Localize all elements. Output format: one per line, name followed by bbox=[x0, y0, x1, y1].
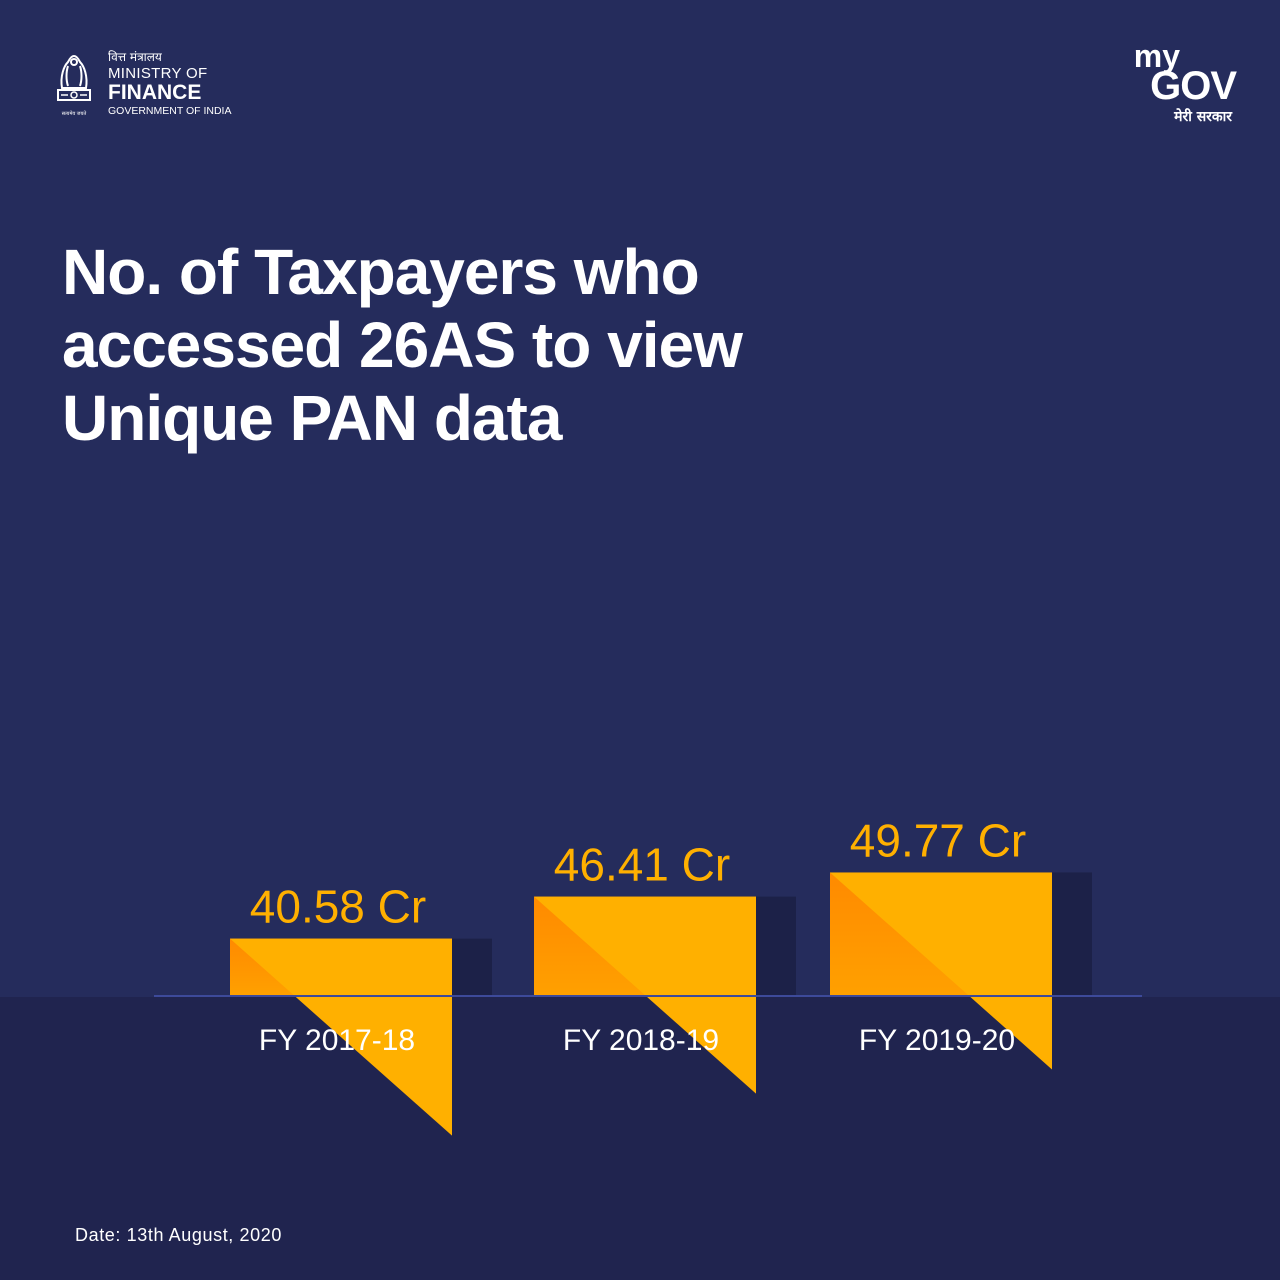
ministry-line2: FINANCE bbox=[108, 81, 202, 104]
chart-title: No. of Taxpayers who accessed 26AS to vi… bbox=[62, 236, 743, 454]
value-label: 46.41 Cr bbox=[554, 839, 730, 891]
bar-shadow bbox=[452, 938, 492, 995]
category-label: FY 2019-20 bbox=[859, 1024, 1015, 1057]
lower-band bbox=[0, 997, 1280, 1280]
value-label: 49.77 Cr bbox=[850, 814, 1026, 866]
bar-shadow bbox=[1052, 872, 1092, 995]
bar-highlight bbox=[830, 872, 1052, 1070]
national-emblem-icon bbox=[57, 54, 91, 101]
bar-shadow bbox=[756, 896, 796, 995]
mygov-logo: my GOV मेरी सरकार bbox=[1126, 38, 1237, 130]
category-label: FY 2018-19 bbox=[563, 1024, 719, 1057]
bar-highlight bbox=[230, 938, 452, 1136]
ministry-hindi: वित्त मंत्रालय bbox=[108, 50, 162, 64]
date-footer: Date: 13th August, 2020 bbox=[75, 1225, 282, 1245]
value-label: 40.58 Cr bbox=[250, 881, 426, 933]
mygov-gov: GOV bbox=[1150, 64, 1237, 108]
ministry-line1: MINISTRY OF bbox=[108, 65, 208, 82]
ministry-wordmark: वित्त मंत्रालय MINISTRY OF FINANCE GOVER… bbox=[108, 50, 298, 118]
ministry-line3: GOVERNMENT OF INDIA bbox=[108, 105, 232, 117]
mygov-my: my bbox=[1133, 38, 1180, 74]
emblem-caption: सत्यमेव जयते bbox=[61, 111, 87, 117]
category-label: FY 2017-18 bbox=[259, 1024, 415, 1057]
mygov-hindi: मेरी सरकार bbox=[1174, 109, 1232, 125]
